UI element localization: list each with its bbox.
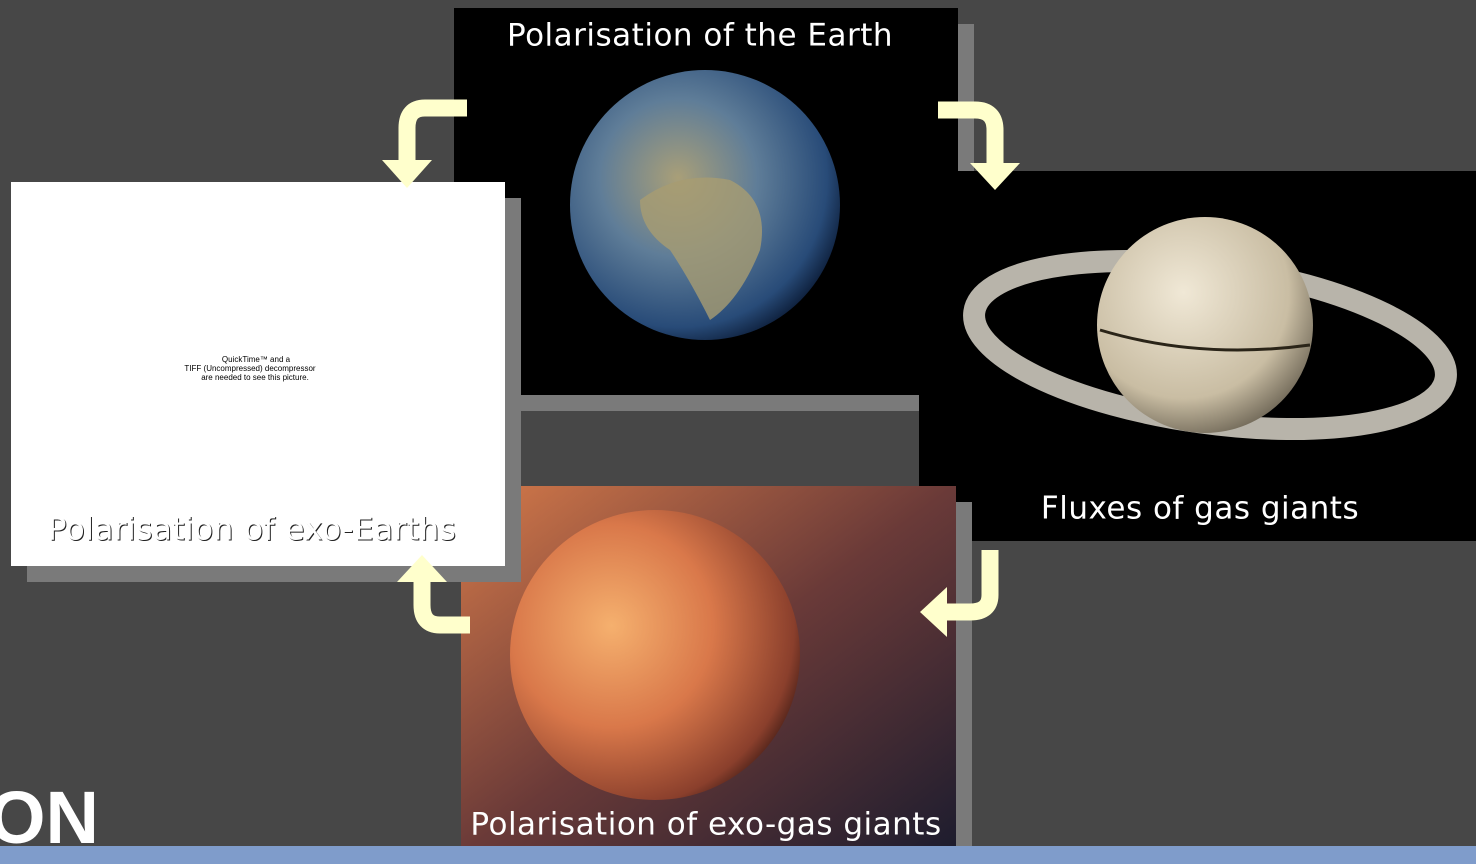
- panel-title: Polarisation of the Earth: [507, 18, 893, 54]
- saturn-image: [1097, 217, 1313, 433]
- placeholder-text: TIFF (Uncompressed) decompressor: [184, 364, 315, 373]
- panel-title: Polarisation of exo-Earths: [48, 512, 457, 548]
- placeholder-text: QuickTime™ and a: [222, 355, 291, 364]
- exo-planet-image: [510, 510, 800, 800]
- panel-title: Fluxes of gas giants: [1041, 491, 1359, 527]
- placeholder-text: are needed to see this picture.: [201, 373, 309, 382]
- footer-bar: [0, 846, 1476, 864]
- slide: Polarisation of the Earth Fluxes of gas …: [0, 0, 1476, 864]
- panel-title: Polarisation of exo-gas giants: [470, 807, 941, 843]
